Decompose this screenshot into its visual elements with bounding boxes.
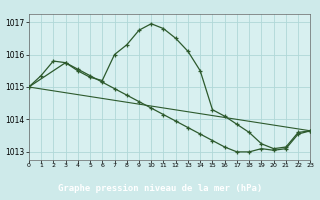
Text: Graphe pression niveau de la mer (hPa): Graphe pression niveau de la mer (hPa) [58,184,262,193]
